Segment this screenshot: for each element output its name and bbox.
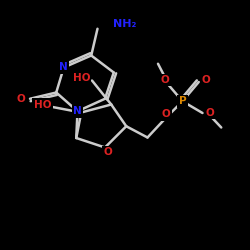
Text: O: O [202,74,210,85]
Text: P: P [179,96,186,106]
Text: O: O [17,94,26,104]
Text: HO: HO [34,100,51,110]
Text: HO: HO [72,73,90,83]
Text: O: O [103,147,112,157]
Text: O: O [162,109,170,119]
Text: O: O [206,108,214,118]
Text: NH₂: NH₂ [112,19,136,29]
Text: N: N [73,106,82,116]
Text: O: O [160,75,170,85]
Text: N: N [60,62,68,72]
